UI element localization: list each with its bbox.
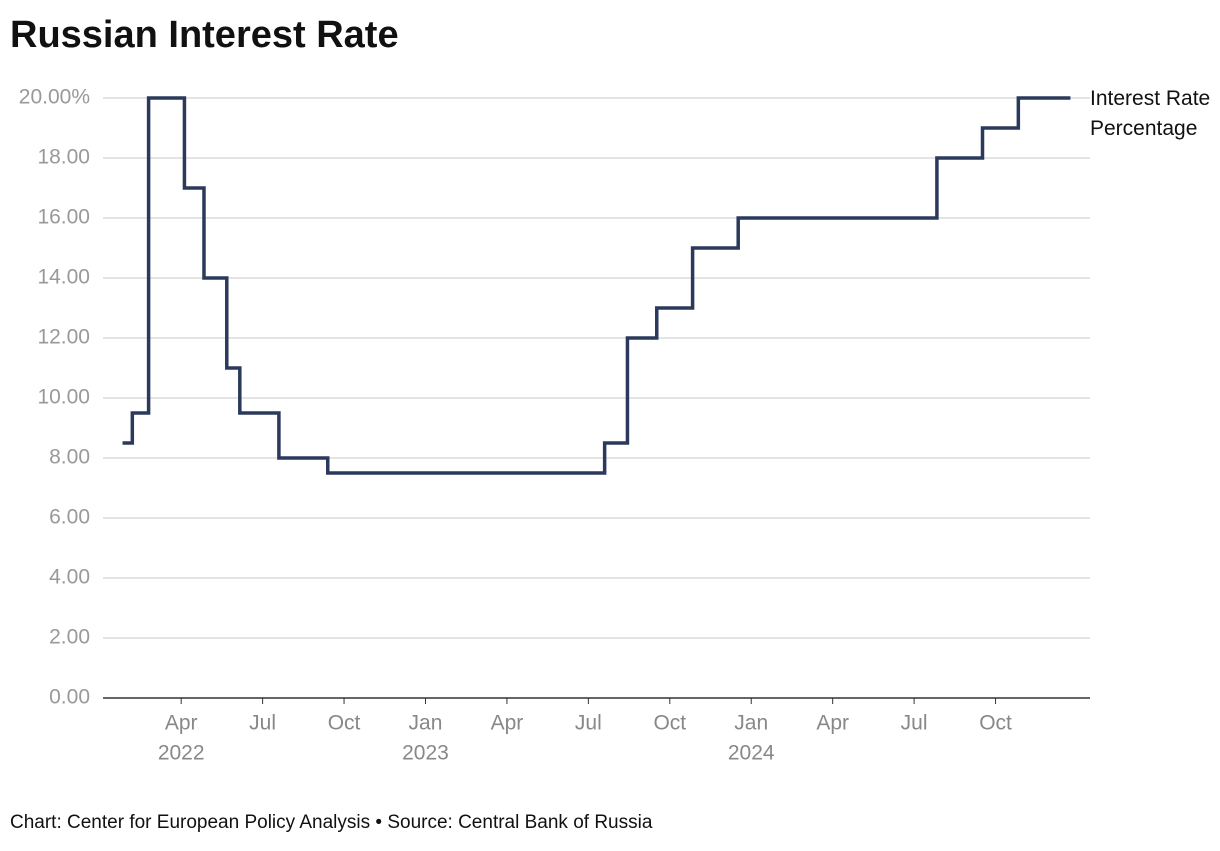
y-tick-label: 12.00 <box>37 326 90 349</box>
x-tick-label: Oct <box>979 712 1012 735</box>
x-tick-year: 2024 <box>728 742 775 765</box>
y-tick-label: 16.00 <box>37 206 90 229</box>
x-tick-year: 2023 <box>402 742 449 765</box>
y-tick-label: 20.00% <box>19 86 90 109</box>
y-tick-label: 6.00 <box>49 506 90 529</box>
chart-title: Russian Interest Rate <box>10 14 399 56</box>
x-tick-label: Apr <box>165 712 198 735</box>
footer: Chart: Center for European Policy Analys… <box>10 812 653 833</box>
y-tick-label: 4.00 <box>49 566 90 589</box>
x-tick-label: Jan <box>734 712 768 735</box>
x-tick-label: Jul <box>575 712 602 735</box>
y-tick-label: 8.00 <box>49 446 90 469</box>
x-tick-label: Jul <box>249 712 276 735</box>
rate-line <box>122 96 1071 475</box>
x-tick-label: Apr <box>816 712 849 735</box>
x-tick-label: Apr <box>491 712 524 735</box>
x-tick-label: Oct <box>653 712 686 735</box>
legend-label: Interest Rate Percentage <box>1090 87 1211 140</box>
y-tick-label: 2.00 <box>49 626 90 649</box>
y-tick-label: 14.00 <box>37 266 90 289</box>
y-tick-label: 0.00 <box>49 686 90 709</box>
x-tick-label: Jul <box>901 712 928 735</box>
x-tick-label: Oct <box>328 712 361 735</box>
x-tick-year: 2022 <box>158 742 205 765</box>
y-tick-label: 10.00 <box>37 386 90 409</box>
y-tick-label: 18.00 <box>37 146 90 169</box>
x-tick-label: Jan <box>409 712 443 735</box>
